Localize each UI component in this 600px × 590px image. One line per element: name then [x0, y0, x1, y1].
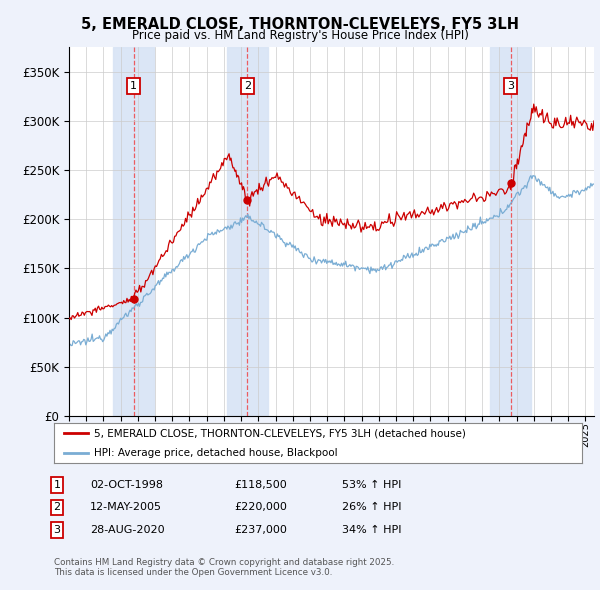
Text: £118,500: £118,500	[234, 480, 287, 490]
Text: 5, EMERALD CLOSE, THORNTON-CLEVELEYS, FY5 3LH (detached house): 5, EMERALD CLOSE, THORNTON-CLEVELEYS, FY…	[94, 428, 466, 438]
Text: 53% ↑ HPI: 53% ↑ HPI	[342, 480, 401, 490]
Text: HPI: Average price, detached house, Blackpool: HPI: Average price, detached house, Blac…	[94, 448, 337, 458]
Text: 12-MAY-2005: 12-MAY-2005	[90, 503, 162, 512]
Text: 3: 3	[507, 81, 514, 91]
Text: Contains HM Land Registry data © Crown copyright and database right 2025.
This d: Contains HM Land Registry data © Crown c…	[54, 558, 394, 577]
Text: Price paid vs. HM Land Registry's House Price Index (HPI): Price paid vs. HM Land Registry's House …	[131, 30, 469, 42]
Text: 28-AUG-2020: 28-AUG-2020	[90, 525, 164, 535]
Text: 2: 2	[244, 81, 251, 91]
Text: 1: 1	[53, 480, 61, 490]
Text: 5, EMERALD CLOSE, THORNTON-CLEVELEYS, FY5 3LH: 5, EMERALD CLOSE, THORNTON-CLEVELEYS, FY…	[81, 17, 519, 31]
Text: 26% ↑ HPI: 26% ↑ HPI	[342, 503, 401, 512]
Text: 02-OCT-1998: 02-OCT-1998	[90, 480, 163, 490]
Bar	[490, 47, 532, 416]
Text: £237,000: £237,000	[234, 525, 287, 535]
Text: 2: 2	[53, 503, 61, 512]
Text: 1: 1	[130, 81, 137, 91]
Bar	[113, 47, 154, 416]
Text: 3: 3	[53, 525, 61, 535]
Text: 34% ↑ HPI: 34% ↑ HPI	[342, 525, 401, 535]
Text: £220,000: £220,000	[234, 503, 287, 512]
Bar	[227, 47, 268, 416]
